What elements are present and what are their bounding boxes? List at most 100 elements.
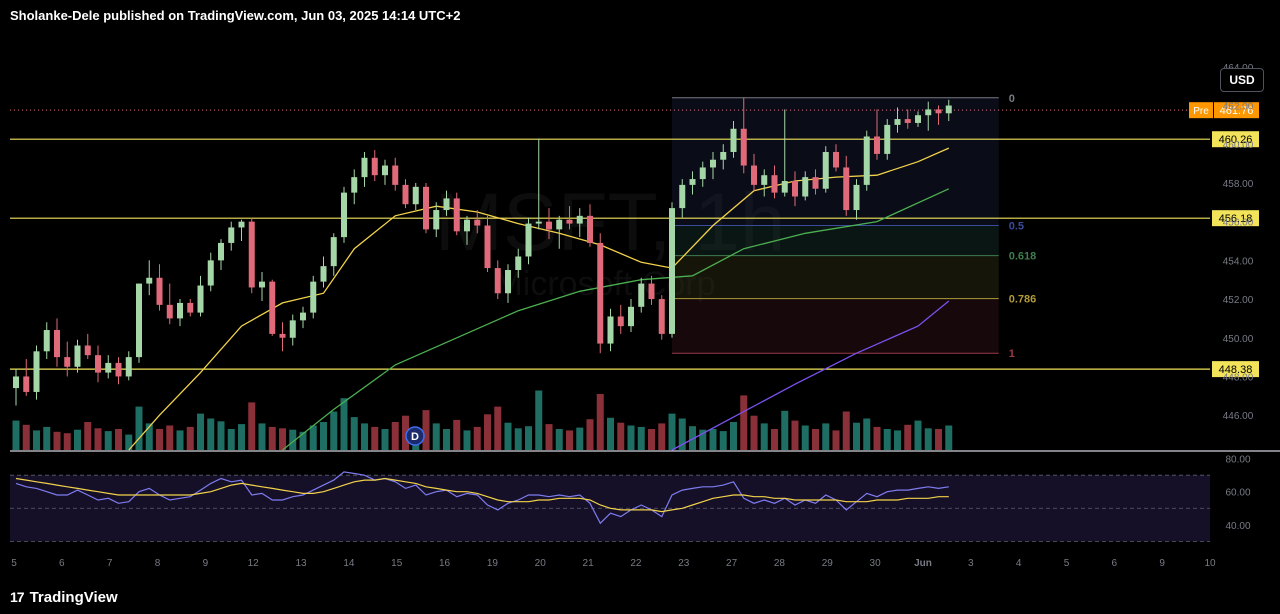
volume-bar	[371, 426, 379, 450]
volume-bar	[740, 395, 748, 450]
volume-bar	[607, 417, 614, 450]
price-tick-label: 458.00	[1223, 179, 1254, 190]
time-tick-label: 23	[678, 558, 690, 569]
fib-level-label: 0.618	[1009, 251, 1037, 263]
volume-bar	[299, 431, 307, 450]
candle-body	[525, 223, 532, 257]
chart-area[interactable]: MSFT, 1h Microsoft Corp 0 0.5 0.618 0.786 1 …	[0, 32, 1280, 580]
candle-body	[617, 316, 624, 327]
candle-body	[218, 242, 224, 261]
time-tick-label: 19	[487, 558, 499, 569]
candle-body	[54, 330, 60, 358]
volume-bar	[443, 429, 450, 450]
chart-svg[interactable]: MSFT, 1h Microsoft Corp 00.50.6180.7861 …	[0, 32, 1280, 580]
time-tick-label: 15	[391, 558, 403, 569]
candle-body	[238, 221, 245, 228]
price-tick-label: 462.00	[1223, 102, 1254, 113]
volume-bar	[43, 426, 51, 450]
candle-body	[310, 281, 317, 313]
current-price-label: 461.76	[1220, 105, 1254, 117]
volume-bar	[279, 428, 286, 450]
premarket-tag: Pre	[1193, 106, 1209, 117]
moving-average-line	[282, 188, 950, 451]
volume-bar	[74, 429, 81, 450]
volume-bar	[719, 431, 727, 450]
volume-bar	[730, 422, 737, 450]
volume-bar	[637, 426, 645, 450]
candle-body	[433, 210, 440, 230]
time-tick-label: 20	[535, 558, 547, 569]
volume-bar	[135, 406, 143, 450]
candle-body	[740, 128, 747, 166]
volume-bar	[309, 425, 317, 450]
volume-bar	[104, 431, 112, 450]
candle-body	[382, 165, 388, 176]
horizontal-levels[interactable]: 460.26 456.18 448.38 Pre 461.76	[10, 102, 1259, 378]
volume-bar	[197, 413, 204, 450]
volume-bar	[894, 430, 901, 450]
candle-body	[710, 159, 716, 168]
price-tick-label: 454.00	[1223, 256, 1254, 267]
currency-button[interactable]: USD	[1220, 68, 1264, 92]
volume-bar	[842, 411, 850, 450]
volume-bar	[391, 422, 399, 450]
volume-bar	[207, 418, 215, 450]
tradingview-footer[interactable]: 17 TradingView	[0, 580, 1280, 614]
candle-body	[638, 283, 645, 307]
volume-bar	[668, 413, 676, 450]
volume-bar	[801, 425, 809, 450]
time-tick-label: 21	[583, 558, 595, 569]
volume-bar	[258, 423, 266, 450]
candle-body	[484, 225, 491, 269]
candle-body	[43, 330, 50, 352]
candle-body	[474, 219, 481, 226]
candle-body	[166, 304, 173, 319]
candle-body	[453, 198, 460, 232]
rsi-tick-label: 40.00	[1225, 521, 1250, 532]
volume-bar	[873, 426, 881, 450]
candle-body	[269, 281, 276, 334]
volume-bar	[125, 434, 133, 450]
candle-body	[505, 270, 511, 294]
candle-body	[730, 128, 737, 152]
candle-body	[177, 302, 183, 319]
volume-bar	[699, 429, 707, 450]
candle-body	[443, 198, 450, 211]
price-label-box	[1212, 210, 1259, 227]
candle-body	[771, 175, 778, 193]
time-tick-label: 13	[295, 558, 307, 569]
volume-bar	[227, 429, 235, 450]
volume-bar	[432, 423, 440, 450]
candle-body	[361, 157, 368, 178]
fib-zone	[672, 225, 999, 256]
rsi-tick-label: 60.00	[1225, 488, 1250, 499]
candle-body	[812, 177, 819, 189]
candle-body	[248, 221, 255, 288]
time-tick-label: 6	[1112, 558, 1118, 569]
time-tick-label: 5	[11, 558, 17, 569]
volume-bar	[781, 410, 789, 450]
candle-body	[935, 109, 942, 114]
candle-body	[761, 175, 768, 185]
volume-bar	[832, 430, 840, 450]
volume-bar	[33, 430, 40, 450]
rsi-series-line	[15, 477, 949, 513]
volume-bar	[689, 426, 696, 450]
time-tick-label: 9	[203, 558, 209, 569]
time-tick-label: Jun	[914, 558, 932, 569]
watermark-symbol: MSFT, 1h	[435, 177, 786, 268]
volume-bar	[863, 418, 871, 450]
time-tick-label: 27	[726, 558, 738, 569]
volume-bar	[771, 429, 778, 450]
time-tick-label: 3	[968, 558, 974, 569]
fibonacci-retracement[interactable]: 0 0.5 0.618 0.786 1	[672, 93, 1036, 360]
candle-body	[802, 177, 809, 197]
volume-bar	[238, 424, 245, 450]
candle-body	[945, 105, 952, 114]
time-tick-label: 6	[59, 558, 65, 569]
candle-body	[412, 186, 419, 205]
candle-body	[125, 357, 132, 377]
candle-body	[648, 283, 655, 300]
candle-body	[156, 277, 163, 305]
